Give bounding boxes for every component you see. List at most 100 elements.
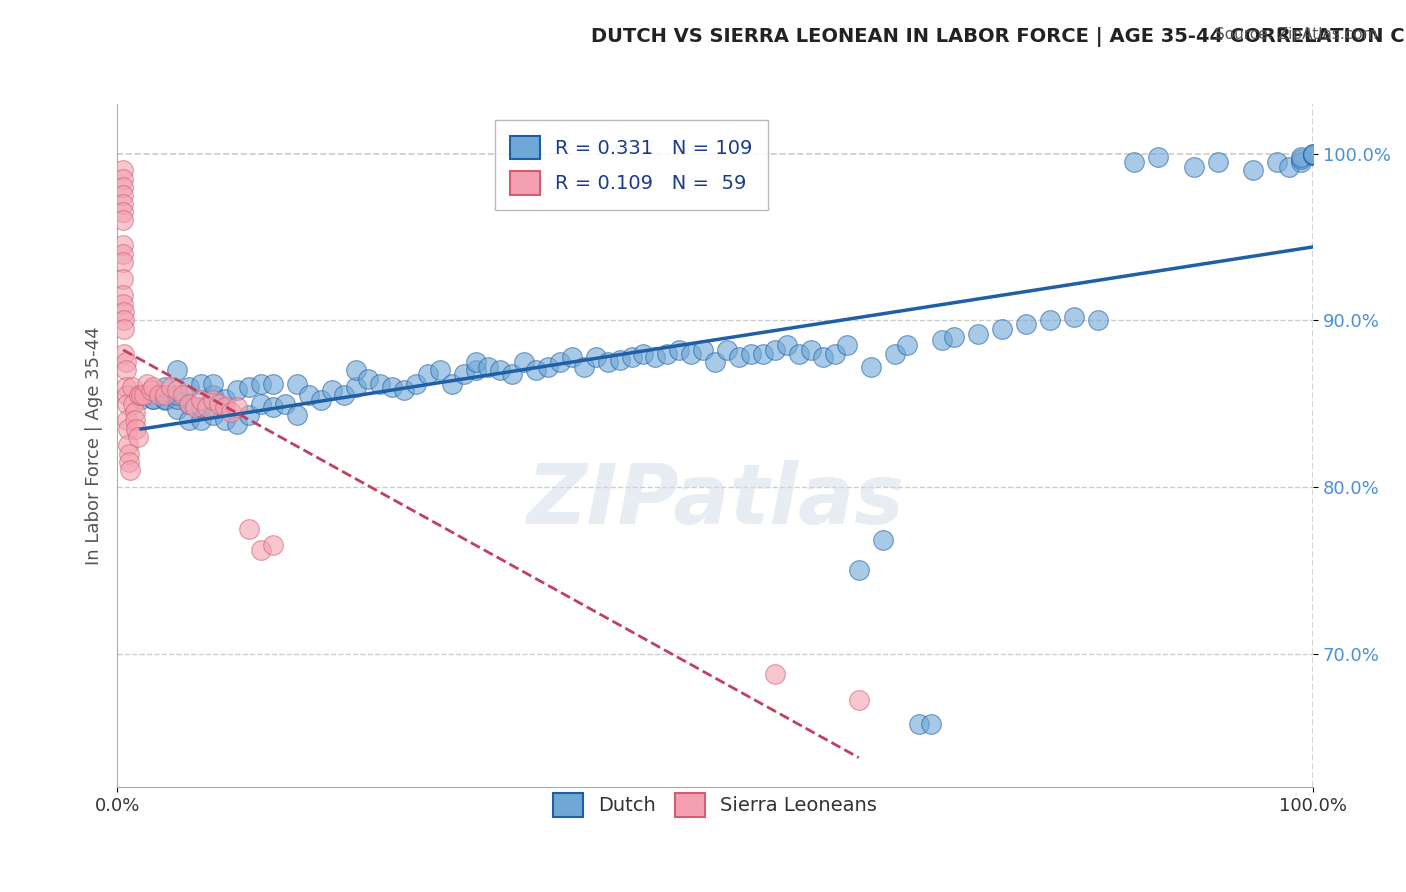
Point: [728, 350, 751, 364]
Legend: Dutch, Sierra Leoneans: Dutch, Sierra Leoneans: [538, 777, 893, 832]
Point: [153, 393, 176, 408]
Point: [214, 400, 236, 414]
Point: [153, 380, 176, 394]
Point: [896, 338, 918, 352]
Point: [967, 326, 990, 341]
Point: [561, 350, 583, 364]
Point: [112, 238, 135, 252]
Point: [112, 188, 135, 202]
Point: [177, 397, 200, 411]
Point: [112, 313, 135, 327]
Point: [620, 350, 643, 364]
Point: [811, 350, 834, 364]
Point: [596, 355, 619, 369]
Point: [405, 376, 427, 391]
Text: ZIPatlas: ZIPatlas: [526, 459, 904, 541]
Point: [225, 417, 247, 431]
Point: [142, 392, 165, 406]
Point: [201, 376, 224, 391]
Point: [136, 376, 159, 391]
Point: [112, 171, 135, 186]
Point: [238, 409, 260, 423]
Point: [692, 343, 714, 358]
Point: [166, 392, 188, 406]
Point: [112, 271, 135, 285]
Point: [139, 384, 162, 398]
Point: [489, 363, 512, 377]
Point: [195, 400, 218, 414]
Point: [344, 363, 367, 377]
Point: [184, 400, 207, 414]
Point: [112, 196, 135, 211]
Point: [115, 397, 138, 411]
Point: [225, 400, 247, 414]
Point: [644, 350, 666, 364]
Point: [273, 397, 295, 411]
Point: [190, 376, 212, 391]
Point: [118, 447, 141, 461]
Point: [121, 397, 143, 411]
Point: [142, 392, 165, 406]
Point: [201, 409, 224, 423]
Point: [835, 338, 858, 352]
Point: [657, 346, 679, 360]
Point: [776, 338, 799, 352]
Point: [166, 363, 188, 377]
Point: [297, 388, 319, 402]
Point: [190, 400, 212, 414]
Point: [931, 334, 953, 348]
Point: [225, 384, 247, 398]
Point: [124, 413, 146, 427]
Point: [848, 563, 870, 577]
Point: [114, 380, 136, 394]
Point: [883, 346, 905, 360]
Point: [112, 296, 135, 310]
Point: [716, 343, 738, 358]
Point: [1122, 154, 1144, 169]
Point: [1039, 313, 1062, 327]
Point: [513, 355, 536, 369]
Point: [166, 384, 188, 398]
Point: [859, 359, 882, 374]
Point: [153, 388, 176, 402]
Point: [824, 346, 846, 360]
Point: [112, 205, 135, 219]
Point: [370, 376, 392, 391]
Point: [172, 388, 194, 402]
Point: [681, 346, 703, 360]
Point: [1278, 160, 1301, 174]
Point: [381, 380, 404, 394]
Point: [752, 346, 775, 360]
Point: [524, 363, 547, 377]
Point: [465, 355, 488, 369]
Point: [160, 380, 183, 394]
Point: [477, 359, 499, 374]
Point: [1302, 146, 1324, 161]
Point: [668, 343, 690, 358]
Point: [907, 716, 929, 731]
Point: [208, 397, 231, 411]
Point: [429, 363, 451, 377]
Point: [1087, 313, 1109, 327]
Point: [112, 213, 135, 227]
Point: [262, 376, 284, 391]
Point: [609, 353, 631, 368]
Point: [537, 359, 560, 374]
Point: [177, 397, 200, 411]
Point: [112, 163, 135, 178]
Point: [357, 371, 380, 385]
Point: [190, 393, 212, 408]
Point: [238, 522, 260, 536]
Point: [763, 343, 786, 358]
Point: [214, 392, 236, 406]
Point: [129, 392, 152, 406]
Point: [1302, 148, 1324, 162]
Point: [219, 405, 242, 419]
Point: [166, 388, 188, 402]
Point: [249, 376, 271, 391]
Point: [128, 388, 150, 402]
Point: [943, 330, 966, 344]
Point: [112, 288, 135, 302]
Point: [112, 305, 135, 319]
Point: [201, 393, 224, 408]
